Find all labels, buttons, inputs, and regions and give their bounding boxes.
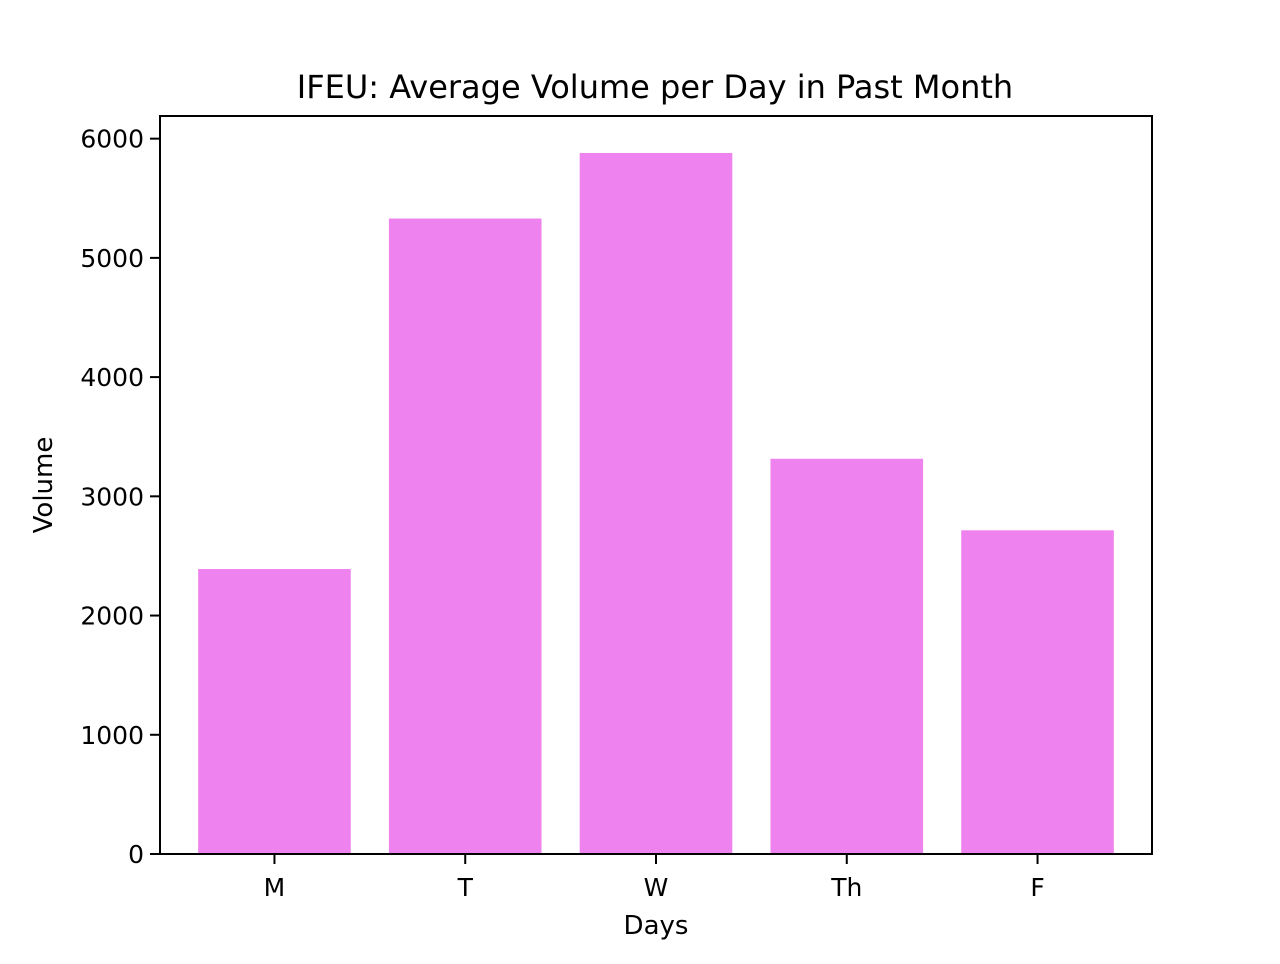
x-axis-label: Days	[624, 911, 689, 941]
x-tick-label-t: T	[457, 873, 474, 902]
x-axis-ticks: M T W Th F	[264, 854, 1045, 902]
bar-m	[198, 569, 351, 854]
y-tick-label: 0	[128, 840, 144, 869]
y-axis-ticks: 0 1000 2000 3000 4000 5000 6000	[80, 125, 160, 869]
y-tick-label: 3000	[80, 482, 144, 511]
y-tick-label: 5000	[80, 244, 144, 273]
x-tick-label-f: F	[1030, 873, 1044, 902]
y-axis-label: Volume	[29, 437, 59, 534]
plot-frame	[159, 115, 1153, 855]
bar-th	[770, 458, 924, 854]
bar-f	[961, 530, 1114, 854]
bar-w	[579, 152, 733, 854]
x-tick-label-m: M	[264, 873, 286, 902]
bars-layer	[198, 152, 1114, 854]
y-tick-label: 6000	[80, 125, 144, 154]
x-tick-label-th: Th	[830, 873, 862, 902]
y-tick-label: 2000	[80, 602, 144, 631]
x-tick-label-w: W	[644, 873, 669, 902]
chart-title: IFEU: Average Volume per Day in Past Mon…	[297, 68, 1013, 106]
y-tick-label: 4000	[80, 363, 144, 392]
y-tick-label: 1000	[80, 721, 144, 750]
bar-t	[388, 218, 542, 854]
